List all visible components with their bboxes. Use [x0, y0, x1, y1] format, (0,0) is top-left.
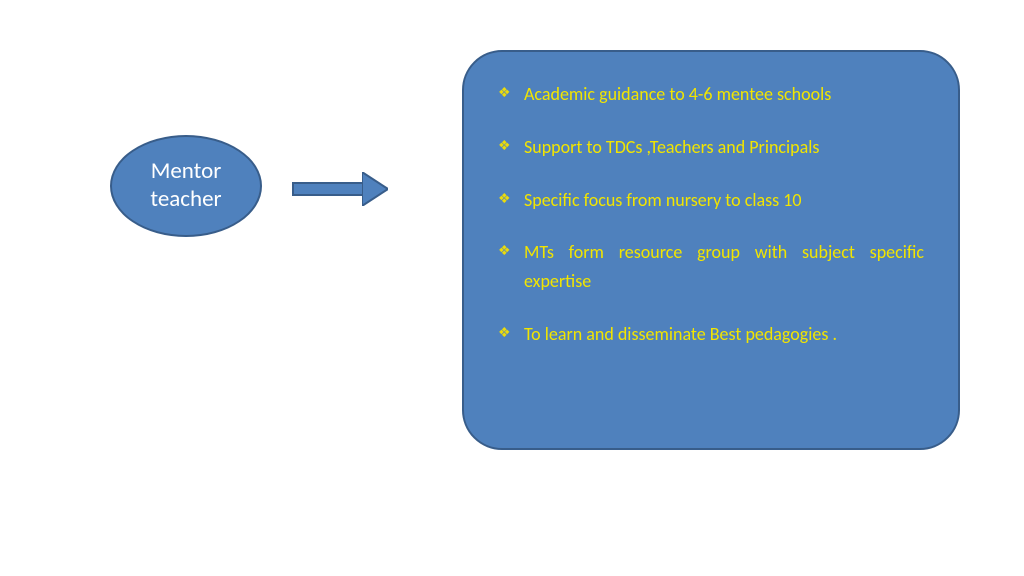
bullet-item: ❖ To learn and disseminate Best pedagogi…	[498, 320, 924, 349]
bullet-list: ❖ Academic guidance to 4-6 mentee schools…	[464, 52, 958, 448]
mentor-teacher-ellipse: Mentor teacher	[110, 135, 262, 237]
diamond-bullet-icon: ❖	[498, 240, 511, 262]
bullet-text: Specific focus from nursery to class 10	[524, 189, 801, 211]
bullet-item: ❖ Academic guidance to 4-6 mentee schools	[498, 80, 924, 109]
diamond-bullet-icon: ❖	[498, 82, 511, 104]
bullet-item: ❖ MTs form resource group with subject sp…	[498, 238, 924, 296]
bullet-item: ❖ Specific focus from nursery to class 10	[498, 186, 924, 215]
diamond-bullet-icon: ❖	[498, 135, 511, 157]
arrow-shaft	[292, 182, 362, 196]
ellipse-label-line2: teacher	[150, 185, 221, 213]
details-box: ❖ Academic guidance to 4-6 mentee schools…	[462, 50, 960, 450]
arrow-right-icon	[292, 172, 388, 206]
arrow-head	[362, 172, 388, 206]
bullet-text: MTs form resource group with subject spe…	[524, 241, 924, 292]
bullet-text: Academic guidance to 4-6 mentee schools	[524, 83, 831, 105]
diamond-bullet-icon: ❖	[498, 322, 511, 344]
ellipse-label: Mentor teacher	[150, 158, 221, 213]
diamond-bullet-icon: ❖	[498, 188, 511, 210]
bullet-item: ❖ Support to TDCs ,Teachers and Principal…	[498, 133, 924, 162]
ellipse-label-line1: Mentor	[151, 157, 222, 185]
bullet-text: Support to TDCs ,Teachers and Principals	[524, 136, 819, 158]
bullet-text: To learn and disseminate Best pedagogies…	[524, 323, 837, 345]
